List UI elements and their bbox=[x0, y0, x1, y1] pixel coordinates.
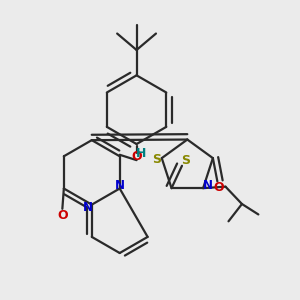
Text: O: O bbox=[214, 182, 224, 194]
Text: N: N bbox=[83, 200, 93, 214]
Text: O: O bbox=[131, 150, 142, 163]
Text: N: N bbox=[115, 179, 125, 192]
Text: H: H bbox=[136, 147, 146, 160]
Text: S: S bbox=[181, 154, 190, 167]
Text: S: S bbox=[152, 153, 161, 166]
Text: N: N bbox=[202, 179, 213, 192]
Text: O: O bbox=[57, 209, 68, 222]
